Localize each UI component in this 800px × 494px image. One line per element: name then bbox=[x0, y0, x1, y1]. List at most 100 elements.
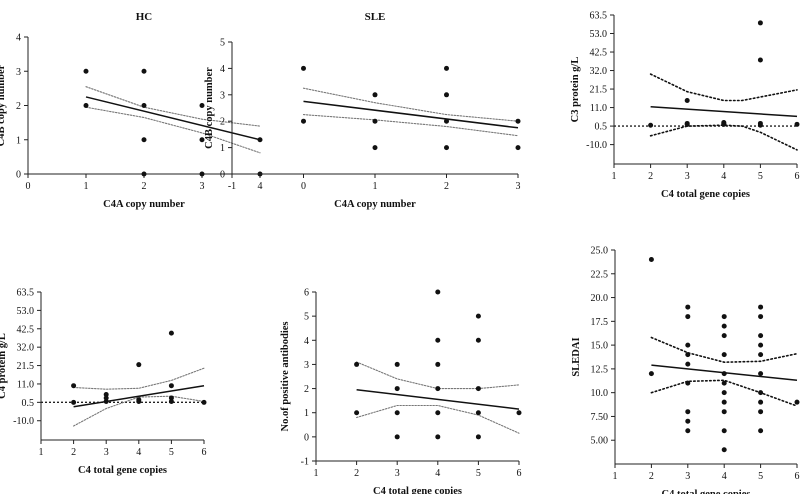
y-axis-label: C3 protein g/L bbox=[570, 57, 581, 123]
data-point bbox=[199, 103, 205, 108]
data-point bbox=[721, 380, 727, 386]
data-point bbox=[435, 337, 441, 343]
data-point bbox=[435, 289, 441, 295]
y-tick-label: 53.0 bbox=[590, 29, 608, 40]
data-point bbox=[758, 390, 764, 396]
data-point bbox=[394, 410, 400, 416]
data-point bbox=[757, 57, 763, 63]
data-point bbox=[515, 118, 521, 124]
y-tick-label: 0 bbox=[304, 432, 309, 443]
y-axis-label: C4B copy number bbox=[0, 64, 7, 146]
y-tick-label: 5 bbox=[220, 38, 225, 49]
data-point bbox=[257, 137, 263, 143]
y-tick-label: 1 bbox=[16, 135, 21, 146]
y-tick-label: 4 bbox=[16, 33, 21, 44]
panel-p3: 1 2 3 4 5 6 -10.0 0.5 11.0 21.5 32.0 42.5 53.0 63.5 C4… bbox=[570, 11, 800, 200]
data-point bbox=[721, 323, 727, 329]
x-tick-label: 2 bbox=[142, 181, 147, 192]
data-point bbox=[684, 98, 690, 104]
data-point bbox=[685, 409, 691, 415]
y-tick-label: 22.5 bbox=[591, 269, 609, 280]
regression-line bbox=[73, 384, 205, 408]
data-point bbox=[721, 409, 727, 415]
data-point bbox=[372, 92, 378, 98]
data-point bbox=[83, 103, 89, 108]
y-tick-label: 2 bbox=[304, 384, 309, 395]
y-tick-label: -10.0 bbox=[586, 140, 607, 151]
x-tick-label: 4 bbox=[721, 171, 726, 182]
x-tick-label: 2 bbox=[354, 468, 359, 479]
y-tick-label: 15.0 bbox=[591, 341, 609, 352]
data-point bbox=[435, 361, 441, 367]
data-point bbox=[435, 410, 441, 416]
x-tick-label: -1 bbox=[228, 181, 236, 192]
ci-upper-line bbox=[649, 73, 798, 102]
y-tick-label: 0 bbox=[220, 170, 225, 181]
x-tick-label: 1 bbox=[84, 181, 89, 192]
y-tick-label: 32.0 bbox=[17, 343, 35, 354]
data-point bbox=[475, 313, 481, 319]
data-point bbox=[758, 352, 764, 358]
data-point bbox=[354, 361, 360, 367]
data-point bbox=[721, 428, 727, 434]
x-tick-label: 1 bbox=[612, 171, 617, 182]
data-point bbox=[685, 380, 691, 386]
data-point bbox=[475, 337, 481, 343]
x-tick-label: 2 bbox=[71, 447, 76, 458]
x-tick-label: 4 bbox=[722, 471, 727, 482]
ci-lower-line bbox=[356, 404, 520, 434]
data-point bbox=[721, 333, 727, 339]
x-tick-label: 3 bbox=[395, 468, 400, 479]
x-axis-label: C4 total gene copies bbox=[662, 489, 751, 494]
data-point bbox=[721, 352, 727, 358]
panel-title: SLE bbox=[365, 11, 386, 23]
data-point bbox=[758, 371, 764, 377]
x-tick-label: 1 bbox=[39, 447, 44, 458]
x-tick-label: 0 bbox=[301, 181, 306, 192]
data-point bbox=[685, 342, 691, 348]
data-point bbox=[201, 399, 207, 405]
ci-lower-line bbox=[650, 379, 798, 407]
y-tick-label: 5 bbox=[304, 312, 309, 323]
data-point bbox=[758, 304, 764, 310]
data-point bbox=[721, 314, 727, 320]
y-tick-label: 7.50 bbox=[591, 412, 609, 423]
regression-line bbox=[650, 105, 798, 118]
data-point bbox=[71, 399, 77, 405]
x-tick-label: 2 bbox=[649, 471, 654, 482]
data-point bbox=[435, 386, 441, 392]
ci-upper-line bbox=[650, 336, 798, 364]
regression-line bbox=[303, 100, 519, 129]
data-point bbox=[83, 68, 89, 74]
data-point bbox=[71, 383, 77, 389]
ci-upper-line bbox=[302, 87, 519, 122]
panel-title: HC bbox=[136, 11, 153, 23]
ci-upper-line bbox=[85, 86, 261, 127]
data-point bbox=[685, 428, 691, 434]
data-point bbox=[721, 371, 727, 377]
x-tick-label: 6 bbox=[795, 171, 800, 182]
ci-lower-line bbox=[73, 395, 205, 427]
data-point bbox=[444, 65, 449, 71]
x-tick-label: 0 bbox=[26, 181, 31, 192]
data-point bbox=[721, 399, 727, 405]
data-point bbox=[475, 434, 481, 440]
data-point bbox=[685, 352, 691, 358]
y-tick-label: 3 bbox=[220, 90, 225, 101]
x-tick-label: 1 bbox=[314, 468, 319, 479]
data-point bbox=[758, 399, 764, 405]
data-point bbox=[394, 434, 400, 440]
ci-lower-line bbox=[85, 106, 261, 154]
y-tick-label: 21.5 bbox=[17, 361, 35, 372]
data-point bbox=[199, 171, 205, 177]
y-tick-label: 11.0 bbox=[17, 379, 34, 390]
data-point bbox=[394, 386, 400, 392]
x-axis-label: C4 total gene copies bbox=[373, 486, 462, 494]
data-point bbox=[103, 395, 109, 401]
y-tick-label: 5.00 bbox=[591, 436, 609, 447]
data-point bbox=[758, 333, 764, 339]
ci-upper-line bbox=[73, 367, 205, 390]
y-tick-label: 63.5 bbox=[590, 11, 608, 22]
